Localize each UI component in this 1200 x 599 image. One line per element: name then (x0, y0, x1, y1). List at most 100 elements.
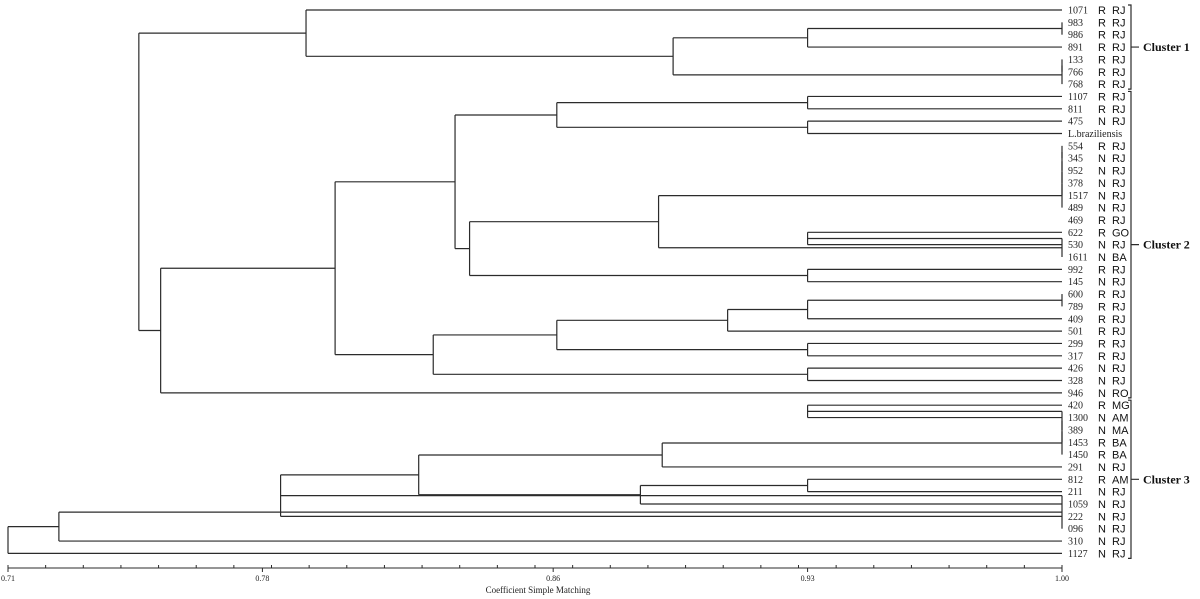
leaf-state: RJ (1112, 376, 1125, 388)
leaf-status: N (1098, 363, 1106, 375)
leaf: 891 R RJ (1068, 42, 1125, 54)
leaf: 420 R MG (1068, 400, 1130, 412)
leaf-status: N (1098, 166, 1106, 178)
leaf-status: R (1098, 17, 1106, 29)
leaf-status: N (1098, 178, 1106, 190)
leaf-state: RJ (1112, 240, 1125, 252)
leaf: 530 N RJ (1068, 240, 1125, 252)
leaf-state: RJ (1112, 17, 1125, 29)
leaf-status: N (1098, 536, 1106, 548)
x-axis: 0.71 0.78 0.86 0.93 1.00 (1, 565, 1069, 583)
leaf-id: 768 (1068, 80, 1083, 91)
tick-label: 0.86 (546, 574, 560, 583)
leaf-state: RJ (1112, 166, 1125, 178)
leaf-state: MG (1112, 400, 1130, 412)
leaf-id: 600 (1068, 290, 1083, 301)
leaf-state: RJ (1112, 42, 1125, 54)
leaf-state: RJ (1112, 326, 1125, 338)
tick-label: 0.71 (1, 574, 15, 583)
leaf-id: 1453 (1068, 438, 1088, 449)
leaf-id: 811 (1068, 104, 1083, 115)
leaf-state: RJ (1112, 203, 1125, 215)
leaf-status: N (1098, 153, 1106, 165)
cluster-brackets: Cluster 1 Cluster 2 Cluster 3 (1128, 4, 1190, 559)
leaf-status: N (1098, 252, 1106, 264)
leaf-state: RJ (1112, 462, 1125, 474)
leaf-status: N (1098, 376, 1106, 388)
leaf-state: RJ (1112, 178, 1125, 190)
leaf-status: N (1098, 487, 1106, 499)
leaf-state: BA (1112, 437, 1127, 449)
leaf-id: 1127 (1068, 549, 1088, 560)
leaf-id: 1450 (1068, 450, 1088, 461)
leaf-state: RO (1112, 388, 1129, 400)
leaf: 310 N RJ (1068, 536, 1125, 548)
leaf-state: RJ (1112, 30, 1125, 42)
leaf: 946 N RO (1068, 388, 1129, 400)
leaf-id: 1071 (1068, 6, 1088, 17)
leaf-status: R (1098, 67, 1106, 79)
leaf-state: RJ (1112, 54, 1125, 66)
leaf-state: RJ (1112, 91, 1125, 103)
leaf-id: 501 (1068, 327, 1083, 338)
leaf-id: 409 (1068, 314, 1083, 325)
cluster-label: Cluster 3 (1143, 472, 1190, 486)
cluster-label: Cluster 2 (1143, 238, 1190, 252)
leaf-id: 420 (1068, 401, 1083, 412)
leaf-status: R (1098, 30, 1106, 42)
leaf-id: 299 (1068, 339, 1083, 350)
leaf-state: RJ (1112, 351, 1125, 363)
leaf-id: 133 (1068, 55, 1083, 66)
leaf-id: 1059 (1068, 500, 1088, 511)
leaf-state: BA (1112, 450, 1127, 462)
leaf-id: 812 (1068, 475, 1083, 486)
leaf-id: 469 (1068, 215, 1083, 226)
leaf: 986 R RJ (1068, 30, 1125, 42)
leaf: 469 R RJ (1068, 215, 1125, 227)
leaf-id: 622 (1068, 228, 1083, 239)
leaf-state: RJ (1112, 190, 1125, 202)
leaf-status: N (1098, 425, 1106, 437)
leaf-id: 096 (1068, 524, 1083, 535)
leaf-id: 986 (1068, 30, 1083, 41)
x-axis-title: Coefficient Simple Matching (486, 585, 591, 595)
leaf-state: RJ (1112, 487, 1125, 499)
leaf-state: RJ (1112, 301, 1125, 313)
leaf-status: R (1098, 91, 1106, 103)
leaf-id: 1517 (1068, 191, 1088, 202)
leaf: 211 N RJ (1068, 487, 1125, 499)
leaf-status: R (1098, 450, 1106, 462)
leaf-id: 530 (1068, 240, 1083, 251)
cluster-bracket (1128, 90, 1139, 399)
leaf-status: R (1098, 79, 1106, 91)
leaf: 983 R RJ (1068, 17, 1125, 29)
leaf: 291 N RJ (1068, 462, 1125, 474)
leaf-id: 952 (1068, 166, 1083, 177)
leaf-status: N (1098, 413, 1106, 425)
leaf-state: RJ (1112, 314, 1125, 326)
leaf-state: MA (1112, 425, 1129, 437)
leaf-id: 345 (1068, 154, 1083, 165)
leaf-state: RJ (1112, 215, 1125, 227)
cluster-bracket (1128, 4, 1139, 90)
leaf: 554 R RJ (1068, 141, 1125, 153)
leaf-status: N (1098, 203, 1106, 215)
leaf: 1453 R BA (1068, 437, 1127, 449)
leaf-state: RJ (1112, 141, 1125, 153)
leaf-state: RJ (1112, 363, 1125, 375)
leaf-status: N (1098, 548, 1106, 560)
leaf-id: 291 (1068, 462, 1083, 473)
leaf-status: R (1098, 338, 1106, 350)
leaf-status: R (1098, 437, 1106, 449)
leaf-status: R (1098, 42, 1106, 54)
leaf-state: RJ (1112, 338, 1125, 350)
leaf-id: 554 (1068, 141, 1083, 152)
leaf-id: 475 (1068, 117, 1083, 128)
leaf: L.braziliensis (1068, 129, 1122, 140)
leaf: 475 N RJ (1068, 116, 1125, 128)
leaf: 992 R RJ (1068, 264, 1125, 276)
leaf-id: 789 (1068, 302, 1083, 313)
leaf-id: 211 (1068, 487, 1083, 498)
leaf-state: RJ (1112, 79, 1125, 91)
